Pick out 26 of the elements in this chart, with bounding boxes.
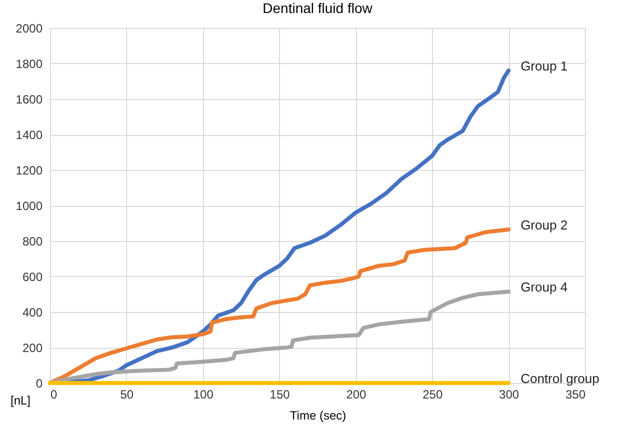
y-tick-label: 400 xyxy=(22,306,43,320)
y-axis-title: [nL] xyxy=(10,394,31,408)
series-label: Group 1 xyxy=(520,58,568,74)
y-tick-label: 2000 xyxy=(16,22,43,36)
series-label: Group 2 xyxy=(520,217,568,232)
x-tick-label: 100 xyxy=(193,388,214,402)
y-tick-label: 600 xyxy=(22,270,43,284)
x-tick-label: 200 xyxy=(346,388,367,402)
x-tick-label: 300 xyxy=(499,388,520,402)
series-label: Group 4 xyxy=(520,280,568,295)
x-tick-label: 250 xyxy=(422,388,443,402)
y-tick-label: 0 xyxy=(36,376,43,390)
y-tick-label: 1600 xyxy=(16,92,43,106)
y-tick-label: 1000 xyxy=(16,199,43,213)
x-tick-label: 350 xyxy=(565,388,586,402)
x-tick-label: 150 xyxy=(270,388,290,402)
y-tick-label: 1400 xyxy=(16,128,43,142)
x-axis-title: Time (sec) xyxy=(290,408,346,422)
x-tick-label: 50 xyxy=(120,388,134,402)
y-tick-label: 1800 xyxy=(16,57,43,71)
chart-title: Dentinal fluid flow xyxy=(262,0,374,16)
series-label: Control group xyxy=(520,371,600,386)
y-tick-label: 800 xyxy=(22,234,43,248)
x-tick-label: 0 xyxy=(50,388,58,402)
y-tick-label: 1200 xyxy=(16,164,43,178)
y-tick-label: 200 xyxy=(22,341,43,355)
